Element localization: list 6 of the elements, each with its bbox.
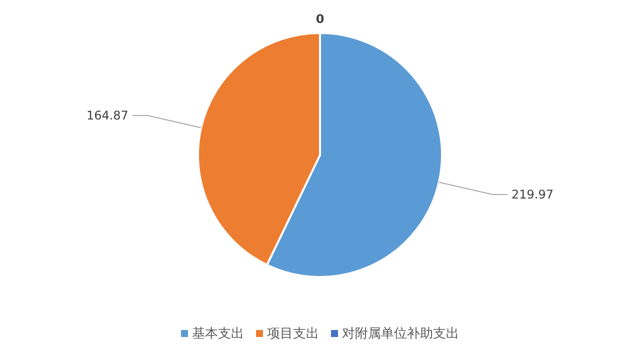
legend-label: 项目支出 [267,326,319,342]
data-label: 164.87 [86,108,128,123]
text: 0 [316,12,324,26]
legend-label: 对附属单位补助支出 [342,326,459,342]
legend-label: 基本支出 [192,326,244,342]
data-label: 219.97 [512,187,554,202]
